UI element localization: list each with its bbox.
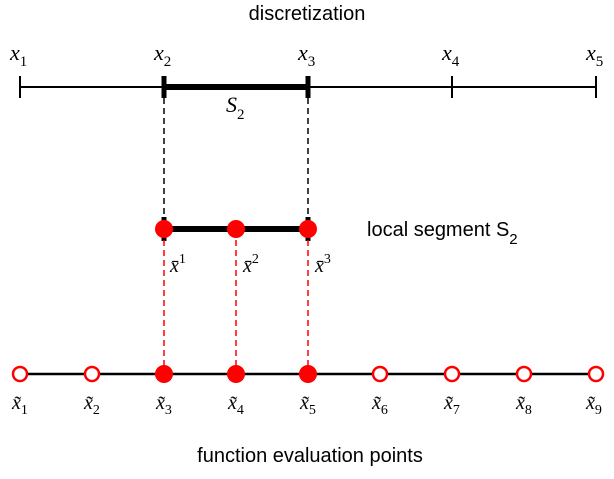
bottom-caption: function evaluation points bbox=[197, 445, 423, 467]
eval-point-7 bbox=[443, 365, 461, 383]
eval-point-9 bbox=[587, 365, 605, 383]
eval-point-label-8: x̃8 bbox=[515, 392, 532, 418]
top-node-label-x1: x1 bbox=[9, 40, 27, 70]
eval-point-3 bbox=[155, 365, 173, 383]
local-segment: local segment S2 x̄1 x̄2 x̄3 bbox=[155, 217, 518, 277]
eval-point-label-4: x̃4 bbox=[227, 392, 244, 418]
diagram-title: discretization bbox=[249, 3, 366, 25]
top-node-label-x3: x3 bbox=[297, 40, 315, 70]
top-node-label-x5: x5 bbox=[585, 40, 603, 70]
local-point-1 bbox=[155, 220, 173, 238]
top-node-label-x2: x2 bbox=[153, 40, 171, 70]
segment-s2-label: S2 bbox=[226, 92, 245, 123]
eval-point-6 bbox=[371, 365, 389, 383]
eval-point-label-1: x̃1 bbox=[11, 392, 28, 418]
local-segment-label: local segment S2 bbox=[367, 219, 518, 248]
eval-point-4 bbox=[227, 365, 245, 383]
local-point-3 bbox=[299, 220, 317, 238]
eval-point-1 bbox=[11, 365, 29, 383]
top-axis: x1 x2 x3 x4 x5 S2 bbox=[9, 40, 603, 123]
top-node-label-x4: x4 bbox=[441, 40, 460, 70]
eval-point-5 bbox=[299, 365, 317, 383]
local-point-label-3: x̄3 bbox=[314, 252, 331, 277]
local-point-label-1: x̄1 bbox=[169, 252, 186, 277]
local-point-2 bbox=[227, 220, 245, 238]
eval-point-label-7: x̃7 bbox=[443, 392, 460, 418]
eval-point-label-3: x̃3 bbox=[155, 392, 172, 418]
eval-point-label-2: x̃2 bbox=[83, 392, 100, 418]
local-point-label-2: x̄2 bbox=[242, 252, 259, 277]
eval-point-2 bbox=[83, 365, 101, 383]
eval-point-8 bbox=[515, 365, 533, 383]
eval-point-label-5: x̃5 bbox=[299, 392, 316, 418]
bottom-axis: x̃1 x̃2 x̃3 x̃4 x̃5 x̃6 x̃7 x̃8 x̃9 bbox=[11, 365, 605, 418]
eval-point-label-9: x̃9 bbox=[585, 392, 602, 418]
eval-point-label-6: x̃6 bbox=[371, 392, 388, 418]
